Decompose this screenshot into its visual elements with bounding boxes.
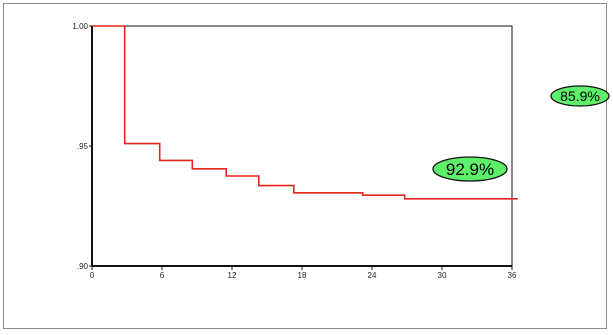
badge-label: 92.9%: [446, 160, 494, 179]
plot-border: [91, 25, 513, 267]
series-layer: [92, 25, 518, 200]
x-tick-label: 12: [228, 271, 237, 280]
x-tick-label: 36: [508, 271, 517, 280]
x-tick-label: 18: [298, 271, 307, 280]
tick-layer: 0 6 12 18 24 30 36 .90 .95 1.00: [72, 22, 517, 280]
plot-axes: [91, 25, 513, 267]
badge-ellipse: [550, 85, 610, 107]
x-tick-label: 24: [368, 271, 377, 280]
x-tick-label: 6: [160, 271, 165, 280]
percent-badge: 85.9%: [550, 85, 610, 107]
annotation-layer: 92.9% 85.9%: [432, 85, 610, 182]
y-tick-label: 1.00: [72, 22, 88, 31]
y-tick-label: .95: [77, 142, 89, 151]
badge-ellipse: [432, 156, 508, 182]
survival-step-line: [92, 25, 518, 200]
x-tick-label: 30: [438, 271, 447, 280]
y-tick-label: .90: [77, 262, 89, 271]
badge-label: 85.9%: [560, 88, 600, 104]
x-tick-label: 0: [90, 271, 95, 280]
percent-badge: 92.9%: [432, 156, 508, 182]
